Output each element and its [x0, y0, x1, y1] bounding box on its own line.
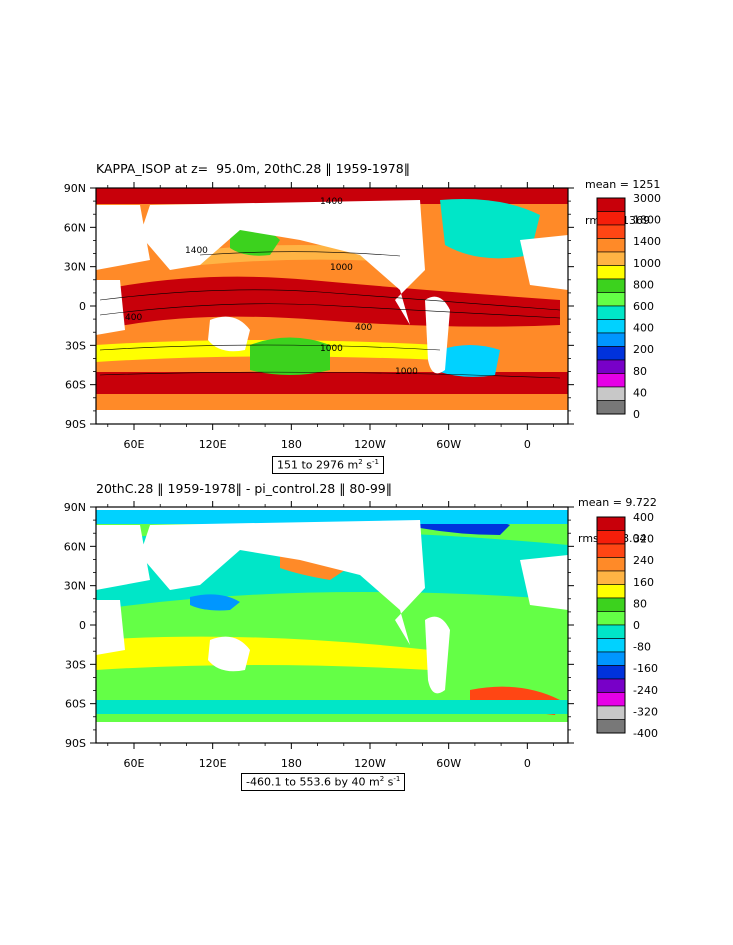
- colorbar-swatch: [596, 278, 626, 293]
- lat-label: 60S: [65, 379, 86, 392]
- colorbar-border: [596, 197, 626, 415]
- top-antarctic-margin: [96, 394, 568, 410]
- bottom-rms: rms = 78.04: [578, 532, 647, 545]
- lat-label: 90S: [65, 418, 86, 431]
- colorbar-swatch: [596, 359, 626, 374]
- top-range-text: 151 to 2976 m: [277, 458, 359, 472]
- colorbar-label: 80: [633, 365, 647, 378]
- colorbar-label: 800: [633, 278, 654, 291]
- top-land-europe: [520, 235, 568, 290]
- contour-label: 400: [355, 323, 372, 333]
- top-range-unit-s: s: [362, 458, 372, 472]
- bottom-range-unit-inv: -1: [393, 775, 401, 783]
- lat-label: 30N: [64, 261, 86, 274]
- bottom-range-unit-s: s: [384, 775, 394, 789]
- top-land-africa: [96, 280, 125, 335]
- lat-label: 30S: [65, 339, 86, 352]
- bottom-range-unit-sq: 2: [379, 775, 385, 783]
- colorbar-swatch: [596, 373, 626, 388]
- top-land-masks: [96, 200, 568, 424]
- bottom-range-box: -460.1 to 553.6 by 40 m2 s-1: [241, 773, 406, 791]
- top-contour-labels: 1400 1000 400 1000 1000 1400 400: [125, 197, 418, 377]
- bottom-stats: mean = 9.722 rms = 78.04: [578, 473, 657, 569]
- colorbar-label: 0: [633, 408, 640, 421]
- lat-label: 60N: [64, 221, 86, 234]
- colorbar-label: 40: [633, 386, 647, 399]
- top-land-africa-west: [96, 205, 150, 270]
- top-stats: mean = 1251 rms = 1369: [585, 155, 660, 251]
- colorbar-swatch: [596, 211, 626, 226]
- top-land-south-america: [425, 296, 450, 374]
- top-land-australia: [208, 316, 250, 352]
- lon-label: 0: [524, 438, 531, 451]
- colorbar-swatch: [596, 224, 626, 239]
- colorbar-label: 1400: [633, 235, 661, 248]
- colorbar-swatch: [596, 319, 626, 334]
- colorbar-swatch: [596, 386, 626, 401]
- lon-label: 60E: [124, 438, 145, 451]
- top-contour-lines: [99, 251, 561, 379]
- colorbar-swatch: [596, 238, 626, 253]
- contour-label: 1400: [185, 246, 208, 256]
- top-green-patch-1: [250, 337, 330, 375]
- top-range-unit-sq: 2: [358, 458, 363, 466]
- bottom-plot-title: 20thC.28 ‖ 1959-1978‖ - pi_control.28 ‖ …: [96, 481, 393, 496]
- top-map-frame: 90N 60N 30N 0 30S 60S 90S 60E 120E 180 120W 60W 0: [64, 182, 574, 451]
- lon-label: 120W: [354, 438, 386, 451]
- top-land-antarctica: [96, 410, 568, 424]
- bottom-range-text: -460.1 to 553.6 by 40 m: [246, 775, 380, 789]
- lat-label: 0: [79, 300, 86, 313]
- top-plot-title: KAPPA_ISOP at z= 95.0m, 20thC.28 ‖ 1959-…: [96, 161, 410, 176]
- contour-label: 1400: [320, 197, 343, 207]
- colorbar-label: 200: [633, 343, 654, 356]
- top-southern-ocean-red: [96, 372, 568, 394]
- contour-label: 1000: [330, 263, 353, 273]
- colorbar-swatch: [596, 332, 626, 347]
- contour-label: 1000: [395, 367, 418, 377]
- colorbar-label: 1800: [633, 214, 661, 227]
- bottom-mean: mean = 9.722: [578, 496, 657, 509]
- top-atlantic-cyan: [440, 199, 540, 259]
- top-range-unit-inv: -1: [371, 458, 379, 466]
- colorbar-label: 400: [633, 322, 654, 335]
- colorbar-swatch: [596, 251, 626, 266]
- colorbar-swatch: [596, 265, 626, 280]
- lat-label: 90N: [64, 182, 86, 195]
- top-range-box: 151 to 2976 m2 s-1: [272, 456, 384, 474]
- top-land-eurasia: [140, 200, 425, 325]
- lon-label: 120E: [199, 438, 227, 451]
- top-panel: KAPPA_ISOP at z= 95.0m, 20thC.28 ‖ 1959-…: [0, 0, 733, 470]
- colorbar-swatch: [596, 197, 626, 212]
- colorbar-label: 1000: [633, 257, 661, 270]
- colorbar-swatch: [596, 346, 626, 361]
- colorbar-swatch: [596, 305, 626, 320]
- top-south-atlantic-cyan: [440, 345, 500, 377]
- colorbar-swatch: [596, 292, 626, 307]
- top-ocean-field: [96, 188, 568, 410]
- lon-label: 60W: [436, 438, 461, 451]
- lon-label: 180: [281, 438, 302, 451]
- contour-label: 400: [125, 313, 142, 323]
- colorbar-label: 3000: [633, 192, 661, 205]
- bottom-panel: 20thC.28 ‖ 1959-1978‖ - pi_control.28 ‖ …: [0, 470, 733, 800]
- colorbar-label: 600: [633, 300, 654, 313]
- top-mean: mean = 1251: [585, 178, 661, 191]
- contour-label: 1000: [320, 344, 343, 354]
- colorbar-swatch: [596, 400, 626, 415]
